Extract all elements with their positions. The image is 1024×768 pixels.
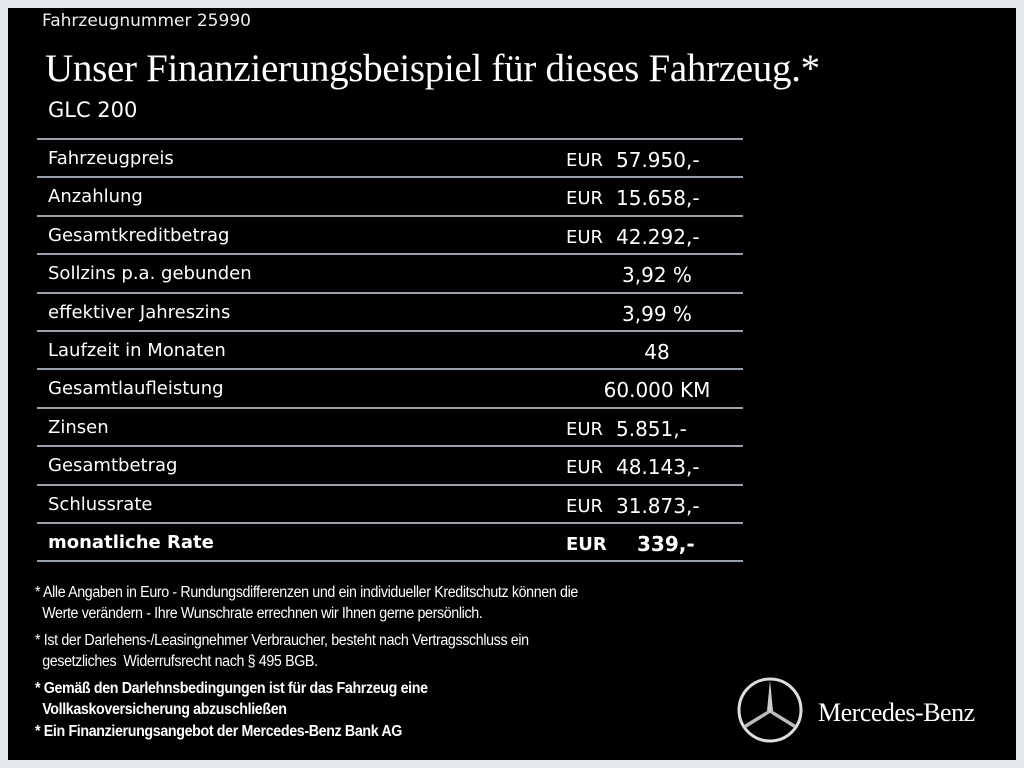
table-row: Anzahlung EUR 15.658,- [37,178,743,214]
row-label: Zinsen [48,416,109,438]
table-row: Gesamtkreditbetrag EUR 42.292,- [37,217,743,253]
row-value: 57.950,- [616,148,700,172]
vehicle-number: Fahrzeugnummer 25990 [42,11,251,31]
row-divider [37,445,743,448]
row-label: Sollzins p.a. gebunden [48,263,252,285]
row-currency: EUR [566,188,604,210]
table-row: Fahrzeugpreis EUR 57.950,- [37,140,743,176]
row-value: 31.873,- [616,493,700,518]
row-currency: EUR [566,418,604,440]
footnote-line: Werte verändern - Ihre Wunschrate errech… [35,605,483,622]
table-row: Zinsen EUR 5.851,- [37,409,743,445]
row-label: Schlussrate [48,493,153,515]
row-divider [37,483,743,486]
row-currency: EUR [566,495,604,517]
table-row: effektiver Jahreszins 3,99 % [37,294,743,330]
row-label: monatliche Rate [48,532,214,553]
row-divider [37,560,743,563]
footnote-line: * Ist der Darlehens-/Leasingnehmer Verbr… [35,632,529,649]
row-value: 339,- [637,532,695,556]
table-row: Gesamtbetrag EUR 48.143,- [37,447,743,483]
row-divider [37,138,743,140]
table-row: Gesamtlaufleistung 60.000 KM [37,370,743,406]
row-value: 5.851,- [616,416,687,441]
row-divider [37,214,743,217]
page-title: Unser Finanzierungsbeispiel für dieses F… [45,47,820,90]
footnote-line: gesetzliches Widerrufsrecht nach § 495 B… [35,653,318,670]
row-divider [37,330,743,332]
footnote: * Gemäß den Darlehnsbedingungen ist für … [35,678,428,720]
row-currency: EUR [566,457,604,479]
table-row: Laufzeit in Monaten 48 [37,332,743,368]
row-currency: EUR [566,150,604,171]
row-value: 42.292,- [616,224,700,249]
footnote-line: * Ein Finanzierungsangebot der Mercedes-… [35,723,403,740]
row-label: Gesamtlaufleistung [48,378,224,400]
row-divider [37,368,743,371]
row-label: effektiver Jahreszins [48,301,231,323]
table-row: Sollzins p.a. gebunden 3,92 % [37,255,743,291]
table-row: monatliche Rate EUR 339,- [37,524,743,560]
row-value: 60.000 KM [603,378,711,403]
row-label: Laufzeit in Monaten [48,340,226,361]
financing-panel: Fahrzeugnummer 25990 Unser Finanzierungs… [8,8,1016,760]
row-label: Fahrzeugpreis [48,148,174,169]
brand-name: Mercedes-Benz [818,698,975,727]
row-currency: EUR [566,534,607,555]
footnote-line: Vollkaskoversicherung abzuschließen [35,701,287,718]
footnote: * Alle Angaben in Euro - Rundungsdiffere… [35,582,578,624]
row-divider [37,522,743,524]
footnote-line: * Alle Angaben in Euro - Rundungsdiffere… [35,584,578,601]
row-label: Anzahlung [48,186,143,208]
row-label: Gesamtkreditbetrag [48,224,230,246]
row-divider [37,291,743,294]
row-value: 15.658,- [616,186,700,211]
model-name: GLC 200 [48,98,138,122]
row-divider [37,253,743,256]
row-value: 48 [644,340,670,364]
footnote: * Ein Finanzierungsangebot der Mercedes-… [35,721,402,742]
row-value: 3,99 % [622,301,692,326]
table-row: Schlussrate EUR 31.873,- [37,486,743,522]
mercedes-star-icon [737,677,803,743]
footnote-line: * Gemäß den Darlehnsbedingungen ist für … [35,680,428,697]
row-value: 48.143,- [616,455,700,480]
row-value: 3,92 % [622,263,692,288]
row-divider [37,176,743,179]
row-currency: EUR [566,226,604,248]
row-divider [37,406,743,409]
row-label: Gesamtbetrag [48,455,178,477]
footnote: * Ist der Darlehens-/Leasingnehmer Verbr… [35,630,529,672]
